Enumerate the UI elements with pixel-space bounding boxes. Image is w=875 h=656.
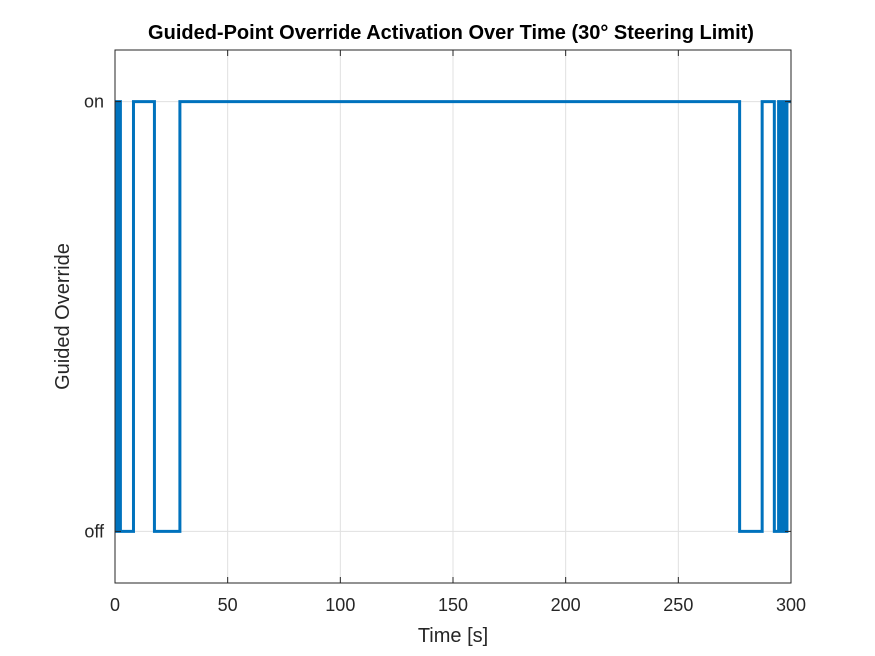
y-tick-label: off bbox=[84, 521, 105, 541]
chart-title: Guided-Point Override Activation Over Ti… bbox=[148, 22, 754, 44]
x-tick-label: 300 bbox=[776, 595, 806, 615]
ticks: 0 50 100 150 200 250 300 off on bbox=[84, 50, 806, 615]
grid bbox=[114, 50, 792, 583]
x-tick-label: 200 bbox=[551, 595, 581, 615]
x-tick-label: 250 bbox=[663, 595, 693, 615]
x-tick-label: 100 bbox=[325, 595, 355, 615]
x-tick-label: 50 bbox=[218, 595, 238, 615]
x-tick-label: 0 bbox=[110, 595, 120, 615]
y-tick-label: on bbox=[84, 92, 104, 112]
y-axis-label: Guided Override bbox=[52, 243, 74, 390]
x-tick-label: 150 bbox=[438, 595, 468, 615]
x-axis-label: Time [s] bbox=[418, 625, 488, 647]
